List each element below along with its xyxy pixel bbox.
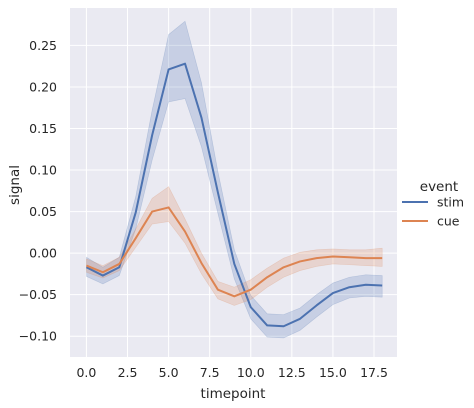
legend-label-cue: cue	[437, 214, 460, 229]
x-tick-label: 10.0	[237, 365, 265, 380]
x-tick-label: 7.5	[200, 365, 220, 380]
cue-series-line	[86, 206, 383, 298]
gridlines	[70, 8, 397, 357]
y-tick-label: 0.25	[29, 38, 57, 53]
x-tick-label: 15.0	[319, 365, 347, 380]
cue-confidence-band	[86, 186, 383, 306]
y-tick-label: −0.05	[19, 287, 57, 302]
y-tick-label: 0.10	[29, 163, 57, 178]
x-axis-ticks: 0.0 2.5 5.0 7.5 10.0 12.5 15.0 17.5	[76, 365, 387, 380]
y-tick-label: 0.20	[29, 79, 57, 94]
y-tick-label: −0.10	[19, 329, 57, 344]
legend-label-stim: stim	[437, 195, 464, 210]
y-axis-ticks: 0.25 0.20 0.15 0.10 0.05 0.00 −0.05 −0.10	[19, 38, 57, 344]
legend: event stim cue	[402, 179, 464, 229]
x-axis-title: timepoint	[201, 386, 266, 402]
x-tick-label: 0.0	[76, 365, 96, 380]
x-tick-label: 2.5	[118, 365, 138, 380]
x-tick-label: 5.0	[159, 365, 179, 380]
x-tick-label: 12.5	[278, 365, 306, 380]
series-lines	[85, 62, 383, 328]
plot-area-background	[70, 8, 397, 357]
y-tick-label: 0.05	[29, 204, 57, 219]
legend-title: event	[420, 179, 458, 195]
y-tick-label: 0.15	[29, 121, 57, 136]
y-tick-label: 0.00	[29, 246, 57, 261]
x-tick-label: 17.5	[360, 365, 388, 380]
y-axis-title: signal	[7, 165, 23, 205]
stim-series-line	[85, 62, 383, 328]
